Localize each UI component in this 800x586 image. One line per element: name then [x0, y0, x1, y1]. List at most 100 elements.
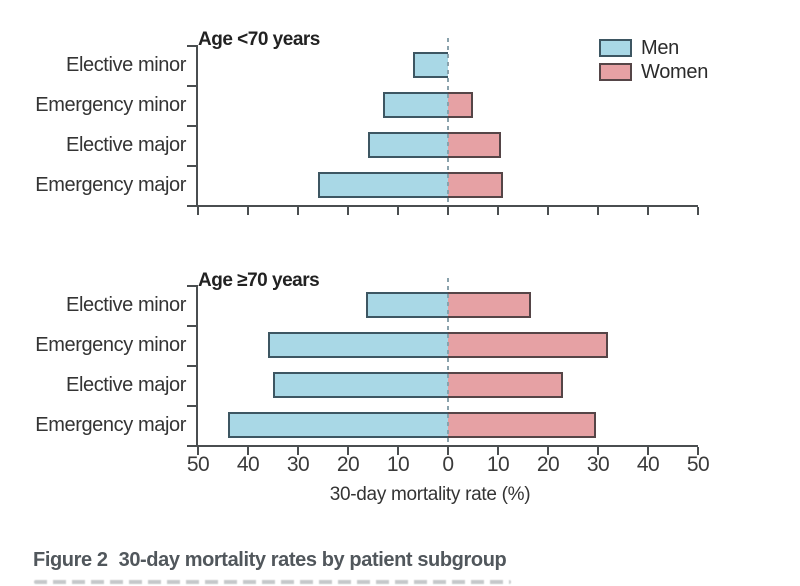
bar-men-emergency-major	[318, 172, 448, 198]
category-label-elective-major: Elective major	[66, 374, 186, 396]
zero-line	[447, 278, 449, 447]
bar-men-elective-major	[368, 132, 448, 158]
chart-row-emergency-minor: Emergency minor	[35, 85, 698, 125]
y-tick	[187, 285, 196, 287]
x-tick	[447, 207, 449, 215]
x-tick	[647, 447, 649, 455]
x-tick	[397, 447, 399, 455]
category-label-elective-minor: Elective minor	[66, 294, 186, 316]
x-tick-label: 20	[336, 453, 360, 476]
legend-item-women: Women	[599, 60, 709, 83]
x-tick-label: 50	[686, 453, 710, 476]
zero-line	[447, 38, 449, 207]
x-tick-label: 30	[286, 453, 310, 476]
category-label-elective-major: Elective major	[66, 134, 186, 156]
x-tick	[547, 207, 549, 215]
x-axis	[196, 445, 699, 455]
y-tick	[187, 45, 196, 47]
y-tick	[187, 405, 196, 407]
x-tick	[197, 207, 199, 215]
figure-caption-number: Figure 2	[33, 549, 108, 571]
y-axis	[187, 45, 198, 207]
panel-title-age-under-70: Age <70 years	[198, 29, 320, 50]
y-tick	[187, 125, 196, 127]
y-tick	[187, 165, 196, 167]
x-tick	[447, 447, 449, 455]
x-tick	[247, 207, 249, 215]
chart-row-elective-minor: Elective minor	[66, 45, 698, 85]
bar-women-emergency-minor	[448, 332, 608, 358]
bar-women-emergency-major	[448, 172, 503, 198]
x-tick	[297, 207, 299, 215]
x-tick	[347, 207, 349, 215]
legend-swatch-women	[599, 63, 632, 81]
x-tick-label: 30	[586, 453, 610, 476]
x-tick-label: 10	[386, 453, 410, 476]
plot-area-age-70-plus: Elective minor Emergency minor Elective ma…	[35, 278, 699, 455]
y-tick	[187, 445, 196, 447]
bar-rows: Elective minor Emergency minor Elective ma…	[35, 45, 698, 205]
y-tick	[187, 365, 196, 367]
x-tick	[697, 447, 699, 455]
category-label-elective-minor: Elective minor	[66, 54, 186, 76]
chart-row-emergency-major: Emergency major	[35, 405, 698, 445]
chart-row-elective-major: Elective major	[66, 365, 698, 405]
bar-men-emergency-major	[228, 412, 448, 438]
y-tick	[187, 85, 196, 87]
legend-label-men: Men	[641, 36, 680, 59]
x-tick	[697, 207, 699, 215]
category-label-emergency-minor: Emergency minor	[35, 94, 186, 116]
chart-row-emergency-major: Emergency major	[35, 165, 698, 205]
figure-caption-text: 30-day mortality rates by patient subgro…	[118, 549, 507, 571]
x-tick-label: 40	[636, 453, 660, 476]
y-tick	[187, 205, 196, 207]
x-tick-label: 10	[486, 453, 510, 476]
chart-row-emergency-minor: Emergency minor	[35, 325, 698, 365]
x-tick	[297, 447, 299, 455]
bar-men-elective-minor	[413, 52, 448, 78]
x-tick	[247, 447, 249, 455]
x-tick	[597, 207, 599, 215]
category-label-emergency-major: Emergency major	[35, 174, 186, 196]
cropped-text-artifact	[34, 580, 511, 584]
legend: Men Women	[599, 36, 709, 83]
bar-women-elective-major	[448, 372, 563, 398]
x-axis	[196, 205, 699, 215]
bar-men-elective-minor	[365, 292, 448, 318]
bar-rows: Elective minor Emergency minor Elective ma…	[35, 285, 698, 445]
x-tick-labels: 50 40 30 20 10 0 10 20 30 40 50	[187, 453, 710, 479]
x-tick	[497, 447, 499, 455]
y-tick	[187, 325, 196, 327]
x-tick	[497, 207, 499, 215]
bar-women-elective-minor	[448, 292, 531, 318]
x-tick	[397, 207, 399, 215]
x-tick	[347, 447, 349, 455]
bar-women-elective-major	[448, 132, 501, 158]
bar-men-emergency-minor	[383, 92, 448, 118]
chart-row-elective-minor: Elective minor	[66, 285, 698, 325]
x-axis-label: 30-day mortality rate (%)	[329, 484, 531, 505]
x-tick-label: 20	[536, 453, 560, 476]
legend-label-women: Women	[641, 60, 709, 83]
x-tick-label: 50	[186, 453, 210, 476]
legend-swatch-men	[599, 39, 632, 57]
x-tick	[197, 447, 199, 455]
x-tick	[647, 207, 649, 215]
x-tick	[597, 447, 599, 455]
plot-area-age-under-70: Elective minor Emergency minor Elective ma…	[35, 38, 699, 215]
y-axis	[187, 285, 198, 447]
bar-women-emergency-minor	[448, 92, 473, 118]
x-tick	[547, 447, 549, 455]
category-label-emergency-minor: Emergency minor	[35, 334, 186, 356]
x-tick-label: 40	[236, 453, 260, 476]
x-tick-label: 0	[442, 453, 454, 476]
category-label-emergency-major: Emergency major	[35, 414, 186, 436]
chart-row-elective-major: Elective major	[66, 125, 698, 165]
bar-men-emergency-minor	[268, 332, 448, 358]
legend-item-men: Men	[599, 36, 708, 59]
panel-title-age-70-plus: Age ≥70 years	[198, 270, 320, 291]
bar-men-elective-major	[273, 372, 448, 398]
figure-caption: Figure 2 30-day mortality rates by patien…	[33, 549, 507, 572]
bar-women-emergency-major	[448, 412, 596, 438]
